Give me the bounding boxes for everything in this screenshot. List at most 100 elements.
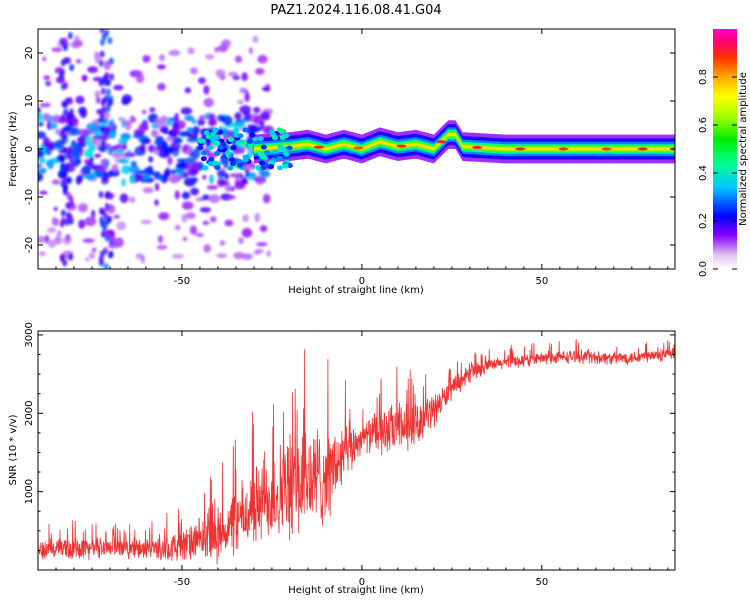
snr-x-axis-label: Height of straight line (km) [288, 585, 424, 596]
heatmap-cell [157, 64, 166, 69]
heatmap-cell [287, 146, 293, 151]
heatmap-cell [172, 127, 180, 135]
heatmap-cell [99, 255, 104, 262]
heatmap-cell [62, 146, 67, 153]
x-tick-label: -50 [174, 577, 190, 588]
heatmap-cell [176, 162, 188, 168]
heatmap-cell [252, 36, 258, 43]
heatmap-cell [36, 107, 40, 113]
heatmap-cell [120, 193, 129, 203]
heatmap-cell [202, 175, 206, 180]
heatmap-cell [259, 161, 265, 166]
heatmap-cell [117, 149, 124, 153]
heatmap-cell [164, 171, 171, 177]
heatmap-cell [192, 126, 199, 135]
heatmap-cell [247, 124, 257, 130]
heatmap-cell [64, 165, 69, 172]
heatmap-cell [197, 145, 203, 150]
heatmap-cell [234, 182, 245, 190]
heatmap-cell [243, 111, 248, 116]
heatmap-cell [100, 113, 105, 120]
heatmap-cell [141, 138, 151, 144]
heatmap-cell [168, 174, 180, 183]
heatmap-cell [210, 132, 216, 137]
heatmap-cell [243, 155, 249, 160]
heatmap-cell [76, 59, 82, 63]
heatmap-cell [109, 73, 114, 80]
heatmap-cell [237, 163, 243, 168]
ridge-peak [515, 148, 525, 151]
heatmap-cell [209, 194, 220, 203]
heatmap-cell [61, 210, 66, 217]
heatmap-cell [114, 237, 124, 247]
heatmap-cell [63, 82, 68, 89]
heatmap-cell [73, 145, 81, 155]
heatmap-cell [113, 85, 123, 91]
heatmap-cell [147, 165, 153, 174]
heatmap-cell [258, 136, 264, 141]
heatmap-cell [234, 112, 242, 119]
heatmap-cell [156, 145, 164, 152]
snr-panel: -50 0 50100020003000 Height of straight li… [8, 322, 675, 596]
heatmap-cell [260, 225, 268, 232]
heatmap-cell [38, 122, 43, 127]
heatmap-cell [69, 64, 74, 71]
heatmap-cell [189, 153, 195, 157]
heatmap-cell [278, 145, 284, 150]
snr-y-axis-label: SNR (10 * v/v) [8, 414, 19, 485]
heatmap-cell [140, 143, 146, 152]
spectrogram-y-axis-label: Frequency (Hz) [8, 111, 19, 187]
y-tick-label: 3000 [24, 322, 35, 347]
heatmap-cell [235, 173, 239, 179]
heatmap-cell [279, 129, 285, 134]
heatmap-cell [68, 98, 73, 105]
heatmap-cell [65, 234, 70, 241]
heatmap-cell [122, 94, 132, 103]
heatmap-cell [107, 216, 112, 223]
heatmap-cell [253, 107, 260, 114]
heatmap-cell [99, 60, 104, 67]
heatmap-cell [60, 69, 65, 76]
heatmap-cell [208, 157, 214, 162]
heatmap-cell [107, 171, 112, 178]
heatmap-cell [209, 174, 213, 184]
heatmap-cell [266, 250, 270, 257]
heatmap-cell [69, 108, 74, 115]
heatmap-cell [214, 151, 220, 156]
heatmap-cell [238, 237, 244, 244]
heatmap-cell [220, 240, 226, 245]
heatmap-cell [45, 81, 51, 86]
heatmap-cell [77, 136, 86, 145]
heatmap-cell [113, 215, 120, 219]
heatmap-cell [141, 220, 152, 224]
heatmap-cell [61, 114, 66, 121]
heatmap-cell [68, 253, 73, 260]
snr-plot-area [38, 331, 675, 570]
heatmap-cell [69, 157, 74, 164]
heatmap-cell [57, 231, 62, 237]
heatmap-cell [89, 253, 95, 259]
heatmap-cell [173, 138, 183, 144]
heatmap-cell [190, 225, 197, 234]
heatmap-cell [108, 148, 113, 155]
heatmap-cell [200, 207, 211, 213]
heatmap-cell [109, 239, 114, 246]
heatmap-cell [131, 70, 143, 76]
heatmap-cell [262, 87, 270, 91]
spectrogram-panel: -50 0 50-20-1001020 Height of straight lin… [8, 26, 680, 296]
heatmap-cell [163, 147, 175, 154]
ridge-peak [436, 140, 446, 143]
heatmap-cell [158, 212, 169, 220]
heatmap-cell [259, 170, 270, 177]
heatmap-cell [260, 154, 266, 159]
heatmap-cell [51, 122, 58, 129]
heatmap-cell [100, 26, 105, 33]
heatmap-cell [277, 165, 283, 170]
heatmap-cell [94, 51, 100, 60]
heatmap-cell [264, 150, 270, 155]
heatmap-cell [198, 162, 203, 171]
heatmap-cell [142, 55, 150, 63]
heatmap-cell [247, 139, 253, 144]
heatmap-cell [260, 165, 266, 170]
